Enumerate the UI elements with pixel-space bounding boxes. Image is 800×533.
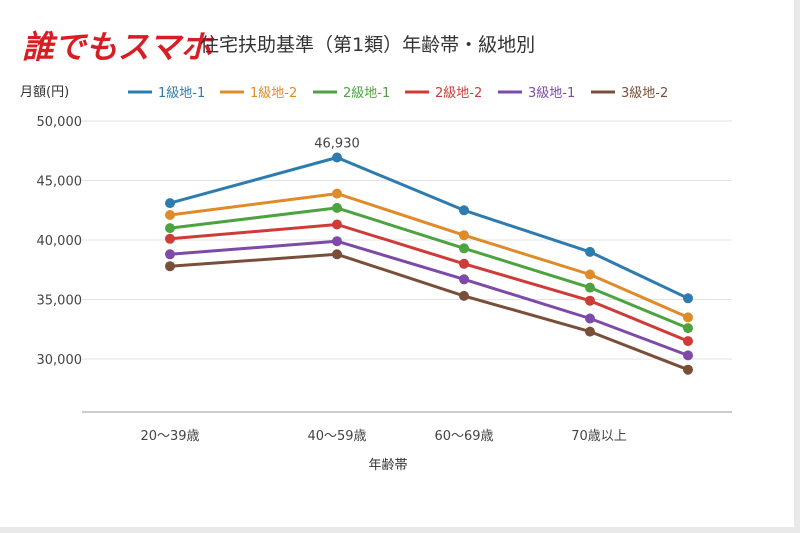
- legend: 1級地-1 1級地-2 2級地-1 2級地-2 3級地-1 3級地-2: [128, 86, 668, 101]
- data-point: [332, 236, 342, 247]
- site-logo: 誰でもスマホ: [21, 27, 215, 67]
- legend-item: 1級地-1: [128, 86, 205, 101]
- data-point: [585, 295, 595, 306]
- legend-label: 2級地-1: [343, 86, 390, 101]
- data-point: [459, 274, 469, 285]
- data-point: [585, 269, 595, 280]
- legend-label: 3級地-2: [621, 86, 668, 101]
- data-point: [165, 210, 175, 220]
- data-point: [683, 323, 693, 334]
- data-point: [683, 293, 693, 304]
- data-point: [585, 326, 595, 337]
- y-tick-label: 45,000: [37, 175, 83, 190]
- legend-item: 3級地-1: [498, 86, 575, 101]
- data-point: [332, 152, 342, 163]
- chart-title: 住宅扶助基準（第1類）年齢帯・級地別: [200, 34, 536, 56]
- data-point: [165, 249, 175, 260]
- data-point: [459, 290, 469, 301]
- data-point: [585, 246, 595, 257]
- series-lines: 46,930: [165, 137, 693, 375]
- logo-text: 誰でもスマホ: [22, 28, 215, 66]
- data-point: [585, 313, 595, 324]
- y-tick-label: 30,000: [37, 353, 83, 368]
- x-tick-label: 70歳以上: [571, 429, 627, 444]
- legend-item: 2級地-1: [313, 86, 390, 101]
- data-point: [332, 188, 342, 199]
- data-point: [459, 243, 469, 254]
- axes: 30,000 35,000 40,000 45,000 50,000 20〜39歳 40〜5…: [37, 115, 732, 444]
- data-point: [165, 233, 175, 244]
- legend-item: 2級地-2: [405, 86, 482, 101]
- data-point: [683, 312, 693, 323]
- x-tick-label: 20〜39歳: [140, 429, 199, 444]
- data-label: 46,930: [314, 137, 360, 152]
- series-5: [165, 236, 693, 361]
- series-6: [165, 249, 693, 375]
- data-point: [459, 205, 469, 216]
- legend-label: 2級地-2: [435, 86, 482, 101]
- x-axis-label: 年齢帯: [368, 458, 407, 473]
- data-point: [585, 282, 595, 293]
- data-point: [459, 230, 469, 241]
- data-point: [683, 336, 693, 347]
- gridlines: [82, 120, 732, 360]
- legend-label: 1級地-2: [250, 86, 297, 101]
- legend-label: 1級地-1: [158, 86, 205, 101]
- legend-item: 1級地-2: [220, 86, 297, 101]
- legend-label: 3級地-1: [528, 86, 575, 101]
- data-point: [165, 198, 175, 209]
- x-tick-label: 40〜59歳: [307, 429, 366, 444]
- series-1: [165, 152, 693, 304]
- data-point: [683, 364, 693, 375]
- y-tick-label: 35,000: [37, 294, 83, 309]
- series-line: [169, 156, 689, 300]
- series-line: [169, 192, 689, 319]
- series-4: [165, 219, 693, 347]
- y-axis-label: 月額(円): [20, 85, 69, 100]
- data-point: [332, 219, 342, 230]
- y-tick-label: 40,000: [37, 234, 83, 249]
- series-3: [165, 202, 693, 334]
- series-line: [169, 252, 689, 372]
- data-point: [165, 223, 175, 234]
- data-point: [459, 258, 469, 269]
- data-point: [332, 249, 342, 260]
- series-2: [165, 188, 693, 323]
- data-point: [165, 261, 175, 272]
- x-tick-label: 60〜69歳: [434, 429, 493, 444]
- legend-item: 3級地-2: [591, 86, 668, 101]
- y-tick-label: 50,000: [37, 115, 83, 130]
- data-point: [332, 202, 342, 213]
- data-point: [683, 350, 693, 361]
